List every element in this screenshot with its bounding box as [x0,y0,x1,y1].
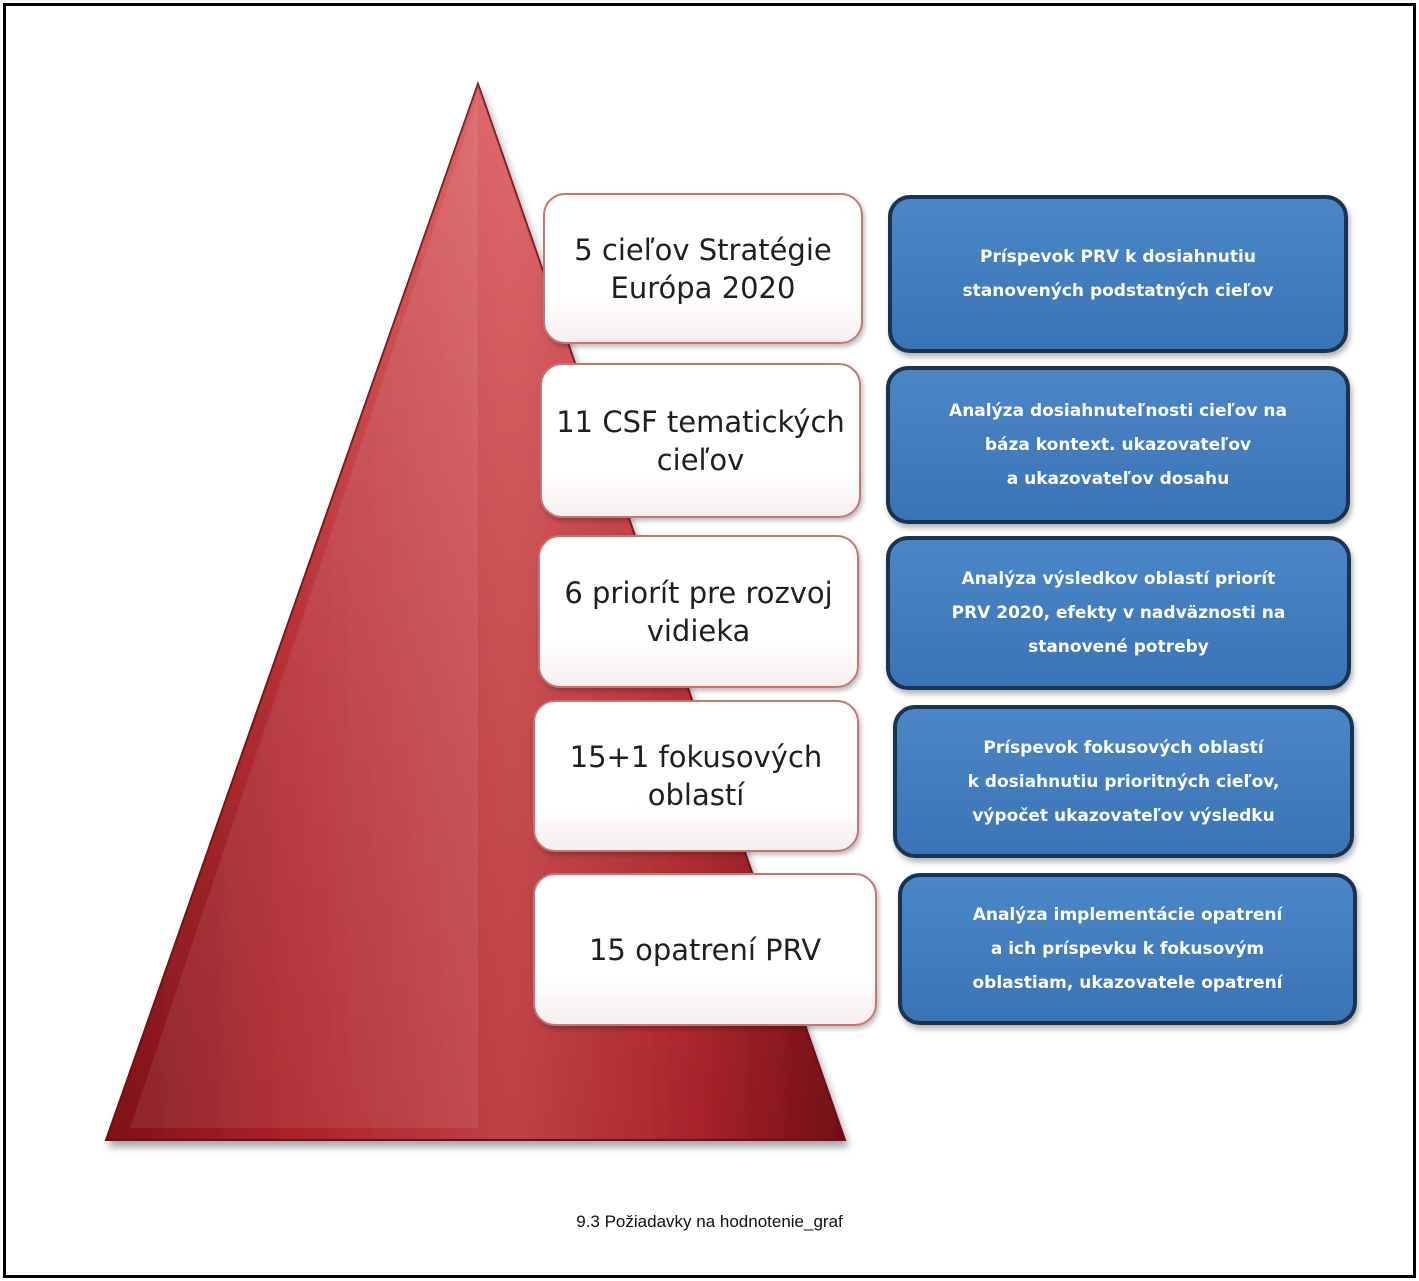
level-description-text: Analýza implementácie opatrení a ich prí… [972,905,1283,993]
level-description-text: Analýza výsledkov oblastí priorít PRV 20… [951,569,1286,657]
pyramid-level-label: 6 priorít pre rozvoj vidieka [538,535,859,688]
level-description-box: Analýza výsledkov oblastí priorít PRV 20… [886,536,1351,690]
pyramid-level-label: 15+1 fokusových oblastí [533,700,859,852]
level-label-text: 5 cieľov Stratégie Európa 2020 [574,232,832,305]
level-description-text: Príspevok fokusových oblastí k dosiahnut… [967,737,1280,826]
level-description-box: Príspevok fokusových oblastí k dosiahnut… [893,705,1354,858]
level-description-box: Príspevok PRV k dosiahnutiu stanovených … [888,195,1348,353]
level-label-text: 15+1 fokusových oblastí [569,740,823,812]
level-label-text: 11 CSF tematických cieľov [556,404,845,477]
level-label-text: 6 priorít pre rozvoj vidieka [564,575,833,648]
level-description-text: Príspevok PRV k dosiahnutiu stanovených … [962,247,1274,301]
level-description-text: Analýza dosiahnuteľnosti cieľov na báza … [949,401,1287,489]
pyramid-level-label: 5 cieľov Stratégie Európa 2020 [543,193,863,344]
pyramid-level-label: 15 opatrení PRV [533,873,877,1026]
pyramid-level-label: 11 CSF tematických cieľov [540,363,861,518]
level-description-box: Analýza implementácie opatrení a ich prí… [898,873,1357,1025]
level-description-box: Analýza dosiahnuteľnosti cieľov na báza … [886,366,1350,524]
figure-caption: 9.3 Požiadavky na hodnotenie_graf [576,1212,843,1231]
level-label-text: 15 opatrení PRV [588,932,822,967]
